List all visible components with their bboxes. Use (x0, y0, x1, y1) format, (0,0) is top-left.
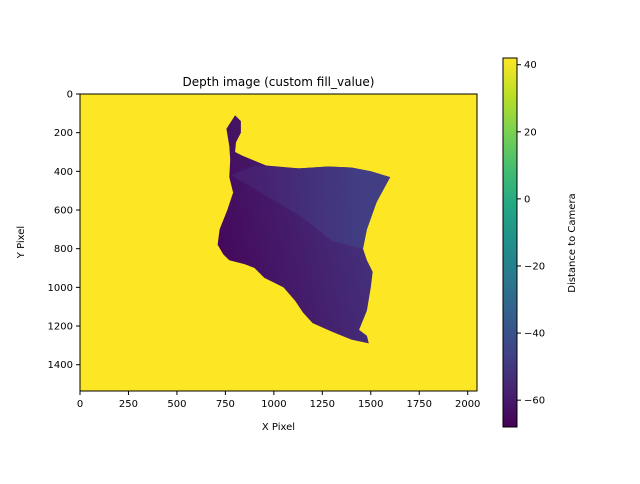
x-tick-label: 1500 (358, 399, 383, 410)
x-tick-label: 1750 (407, 399, 432, 410)
chart-title: Depth image (custom fill_value) (183, 75, 375, 89)
y-axis-label: Y Pixel (16, 226, 27, 259)
x-tick-label: 250 (119, 399, 138, 410)
y-tick-label: 600 (54, 206, 73, 217)
x-tick-label: 0 (77, 399, 83, 410)
y-tick-label: 1000 (48, 283, 73, 294)
y-axis-ticks: 0 200 400 600 800 1000 1200 1400 (48, 90, 80, 371)
plot-frame (79, 93, 478, 392)
colorbar-label: Distance to Camera (567, 193, 578, 292)
y-tick-label: 1200 (48, 322, 73, 333)
colorbar-gradient-bar (502, 57, 518, 428)
x-axis-label: X Pixel (262, 422, 295, 433)
colorbar-tick-label: −40 (524, 329, 545, 340)
x-tick-label: 1000 (261, 399, 286, 410)
x-tick-label: 500 (167, 399, 186, 410)
depth-surface-upper-panel (231, 165, 391, 249)
x-axis-ticks: 0 250 500 750 1000 1250 1500 1750 2000 (77, 391, 480, 410)
colorbar: −60 −40 −20 0 20 40 Distance to Camera (502, 57, 578, 428)
colorbar-tick-label: −60 (524, 396, 545, 407)
y-tick-label: 1400 (48, 360, 73, 371)
colorbar-tick-label: 40 (524, 60, 537, 71)
colorbar-tick-label: −20 (524, 261, 545, 272)
plot-area (79, 93, 478, 392)
y-tick-label: 400 (54, 167, 73, 178)
y-tick-label: 800 (54, 244, 73, 255)
y-tick-label: 200 (54, 128, 73, 139)
colorbar-tick-label: 20 (524, 127, 537, 138)
colorbar-tick-label: 0 (524, 194, 530, 205)
x-tick-label: 1250 (310, 399, 335, 410)
colorbar-ticks: −60 −40 −20 0 20 40 (517, 60, 545, 407)
y-tick-label: 0 (67, 90, 73, 101)
x-tick-label: 750 (216, 399, 235, 410)
x-tick-label: 2000 (455, 399, 480, 410)
